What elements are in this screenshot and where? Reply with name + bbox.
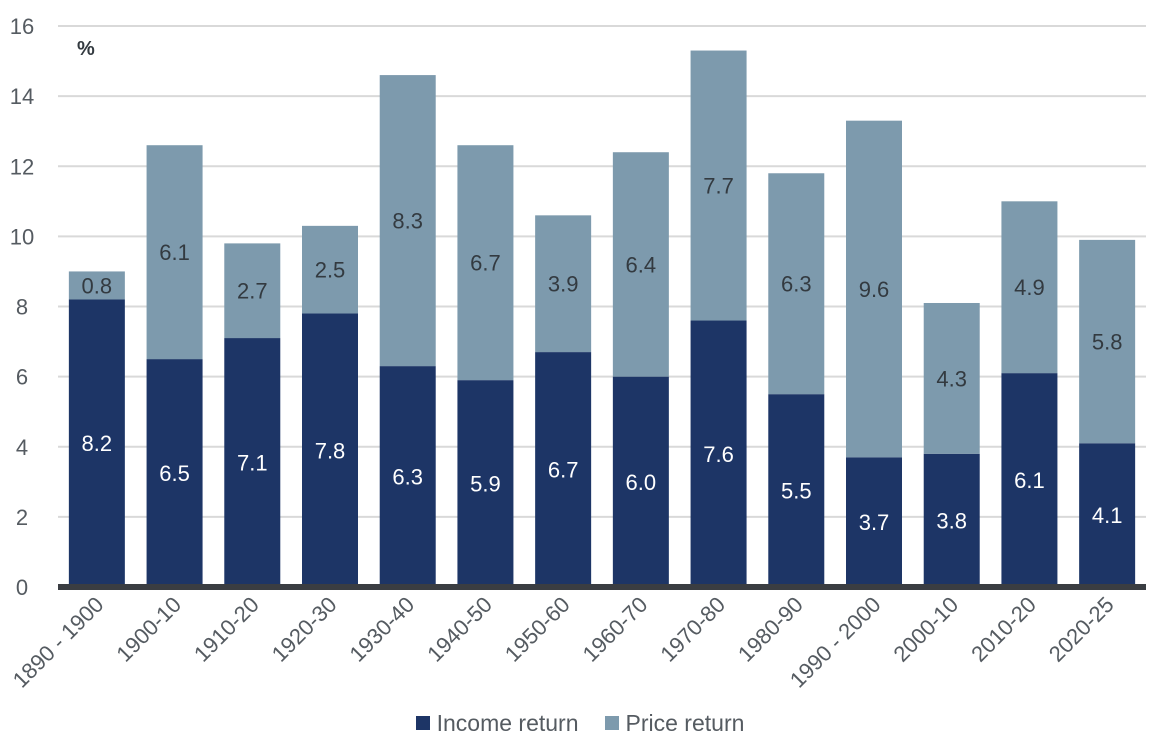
data-label-income: 6.1: [1014, 468, 1045, 493]
bar-price-return: [690, 50, 747, 321]
data-label-price: 3.9: [548, 272, 579, 297]
x-tick-label: 1960-70: [578, 592, 653, 667]
data-label-income: 3.7: [859, 510, 890, 535]
y-tick-label: 2: [16, 505, 28, 530]
bar-income-return: [612, 376, 669, 587]
legend-swatch-income: [415, 716, 430, 730]
data-label-income: 4.1: [1092, 503, 1123, 528]
x-tick-label: 1970-80: [655, 592, 730, 667]
data-label-income: 6.7: [548, 458, 579, 483]
bar-income-return: [68, 299, 125, 587]
bar-price-return: [379, 75, 436, 367]
x-tick-label: 1920-30: [267, 592, 342, 667]
data-label-price: 8.3: [392, 209, 423, 234]
legend-item-price: Price return: [604, 709, 745, 737]
y-tick-label: 14: [10, 84, 34, 109]
x-tick-label: 2010-20: [966, 592, 1041, 667]
bars: 8.2 0.8 6.5 6.1 7.1 2.7 7.8 2.5 6.3 8.3 5.9 6.7 6.7 3…: [68, 50, 1136, 587]
x-tick-label: 1950-60: [500, 592, 575, 667]
data-label-price: 0.8: [82, 273, 113, 298]
gridlines: [58, 25, 1146, 518]
data-label-income: 6.5: [159, 461, 190, 486]
data-label-income: 8.2: [82, 431, 113, 456]
data-label-price: 2.7: [237, 279, 268, 304]
x-tick-label: 1980-90: [733, 592, 808, 667]
y-tick-label: 6: [16, 365, 28, 390]
x-axis-baseline: [58, 584, 1146, 590]
bar-price-return: [146, 145, 203, 360]
bar-income-return: [846, 457, 902, 587]
bar-income-return: [146, 359, 203, 587]
x-axis-ticks: 1890 - 1900 1900-10 1910-20 1920-30 1930-40 1…: [8, 592, 1119, 693]
x-tick-label: 2000-10: [888, 592, 963, 667]
bar-income-return: [379, 366, 436, 587]
bar-income-return: [1001, 373, 1058, 587]
bar-price-return: [923, 302, 980, 454]
data-label-price: 6.4: [626, 252, 657, 277]
y-tick-label: 0: [16, 575, 28, 600]
bar-price-return: [1079, 239, 1136, 444]
x-tick-label: 1900-10: [111, 592, 186, 667]
data-label-price: 6.1: [159, 240, 190, 265]
data-label-price: 7.7: [703, 174, 734, 199]
x-tick-label: 1890 - 1900: [8, 592, 109, 693]
x-tick-label: 1940-50: [422, 592, 497, 667]
y-tick-label: 16: [10, 14, 34, 39]
x-tick-label: 1930-40: [344, 592, 419, 667]
data-label-price: 4.3: [936, 366, 967, 391]
bar-price-return: [535, 215, 592, 353]
data-label-income: 7.1: [237, 451, 268, 476]
data-label-income: 6.0: [626, 470, 657, 495]
bar-price-return: [1001, 201, 1058, 374]
bar-price-return: [846, 120, 902, 458]
data-label-price: 9.6: [859, 277, 890, 302]
legend-label-income: Income return: [436, 709, 579, 736]
data-label-price: 2.5: [315, 258, 346, 283]
data-label-income: 6.3: [392, 465, 423, 490]
legend: Income return Price return: [0, 708, 1160, 738]
data-label-income: 7.8: [315, 438, 346, 463]
bar-income-return: [690, 320, 747, 587]
y-tick-label: 10: [10, 224, 34, 249]
legend-label-price: Price return: [625, 709, 745, 736]
bar-price-return: [457, 145, 514, 381]
bar-income-return: [768, 394, 825, 587]
bar-income-return: [457, 380, 514, 587]
bar-income-return: [302, 313, 358, 587]
legend-swatch-price: [604, 716, 619, 730]
bar-price-return: [224, 243, 281, 339]
y-axis-label: %: [77, 38, 95, 60]
data-label-price: 5.8: [1092, 330, 1123, 355]
bar-price-return: [302, 225, 358, 314]
x-tick-label: 1910-20: [189, 592, 264, 667]
data-label-price: 6.3: [781, 272, 812, 297]
y-tick-label: 12: [10, 154, 34, 179]
bar-income-return: [1079, 443, 1136, 587]
bar-income-return: [923, 453, 980, 587]
y-axis-ticks: 0 2 4 6 8 10 12 14 16: [10, 14, 34, 600]
legend-item-income: Income return: [415, 709, 579, 737]
bar-price-return: [68, 271, 125, 300]
bar-price-return: [612, 152, 669, 377]
bar-income-return: [535, 352, 592, 587]
y-tick-label: 8: [16, 295, 28, 320]
data-label-income: 3.8: [936, 508, 967, 533]
data-label-price: 6.7: [470, 251, 501, 276]
x-tick-label: 2020-25: [1044, 592, 1119, 667]
data-label-income: 7.6: [703, 442, 734, 467]
data-label-income: 5.9: [470, 472, 501, 497]
data-label-income: 5.5: [781, 479, 812, 504]
data-label-price: 4.9: [1014, 275, 1045, 300]
y-tick-label: 4: [16, 435, 28, 460]
bar-income-return: [224, 338, 281, 587]
bar-price-return: [768, 173, 825, 395]
